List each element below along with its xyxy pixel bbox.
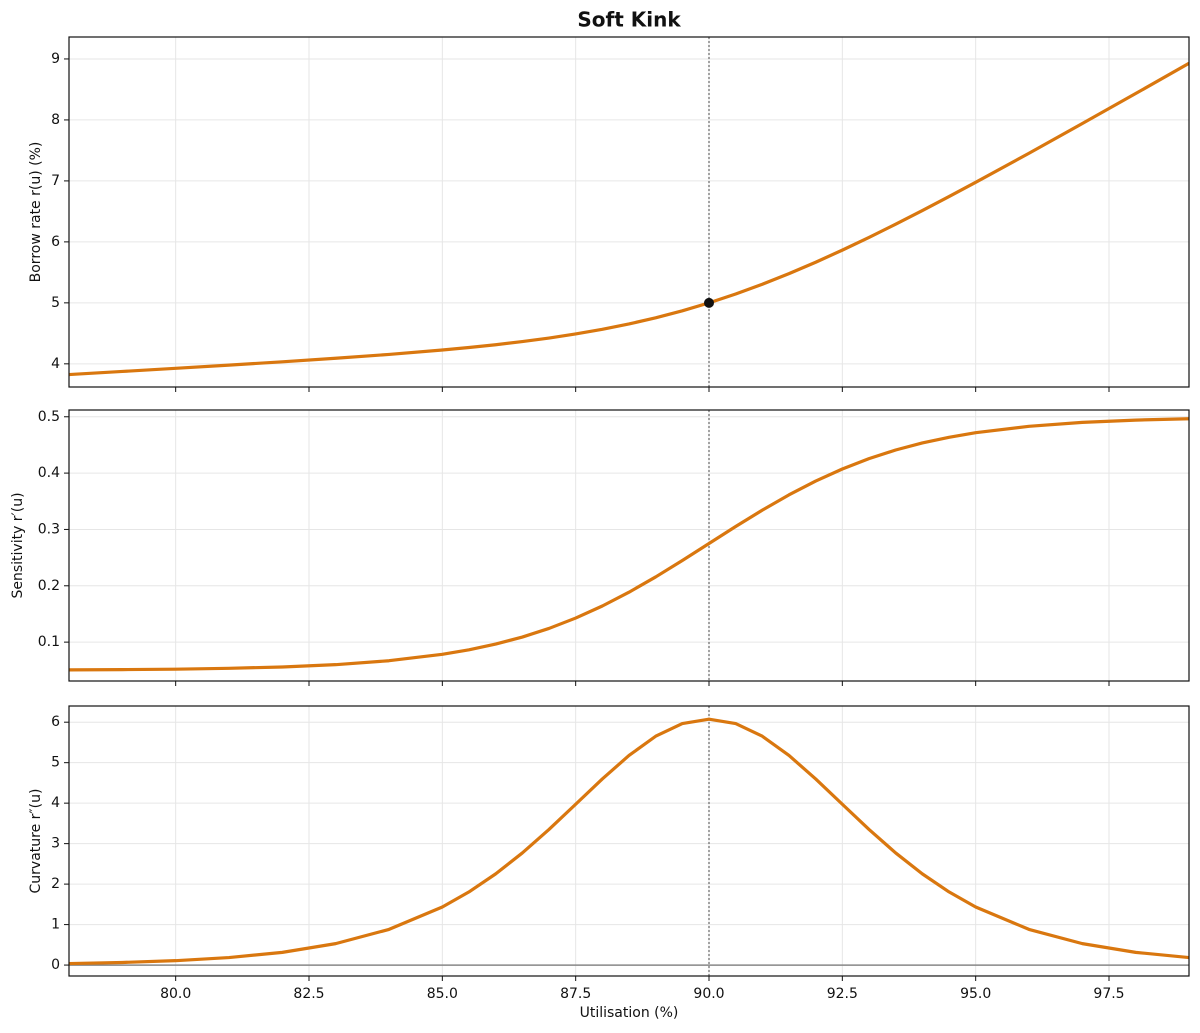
x-tick-label: 95.0 bbox=[960, 986, 991, 1002]
line-series bbox=[69, 61, 1189, 377]
y-tick-label: 0.1 bbox=[38, 634, 60, 650]
y-tick-label: 0.5 bbox=[38, 409, 60, 425]
y-tick-label: 5 bbox=[51, 755, 60, 771]
x-tick-label: 85.0 bbox=[427, 986, 458, 1002]
axes-frame bbox=[68, 409, 1190, 682]
y-tick-label: 5 bbox=[51, 295, 60, 311]
y-tick-label: 1 bbox=[51, 917, 60, 933]
y-tick-label: 9 bbox=[51, 51, 60, 67]
axes-frame bbox=[68, 36, 1190, 388]
y-tick-label: 3 bbox=[51, 836, 60, 852]
y-tick-label: 6 bbox=[51, 234, 60, 250]
x-tick-label: 92.5 bbox=[827, 986, 858, 1002]
line-series bbox=[69, 717, 1189, 966]
x-tick-label: 82.5 bbox=[293, 986, 324, 1002]
y-axis-label: Curvature r″(u) bbox=[28, 789, 44, 894]
line-series bbox=[69, 417, 1189, 672]
y-tick-label: 0.3 bbox=[38, 521, 60, 537]
y-tick-label: 2 bbox=[51, 876, 60, 892]
marker-point bbox=[704, 297, 714, 308]
y-axis-label: Sensitivity r′(u) bbox=[10, 492, 26, 598]
figure-title: Soft Kink bbox=[577, 8, 681, 32]
y-tick-label: 6 bbox=[51, 714, 60, 730]
y-tick-label: 8 bbox=[51, 112, 60, 128]
y-tick-label: 0.2 bbox=[38, 578, 60, 594]
axes-frame bbox=[68, 705, 1190, 977]
y-tick-label: 4 bbox=[51, 795, 60, 811]
y-tick-label: 4 bbox=[51, 356, 60, 372]
y-axis-label: Borrow rate r(u) (%) bbox=[28, 142, 44, 283]
x-tick-label: 80.0 bbox=[160, 986, 191, 1002]
x-tick-label: 90.0 bbox=[693, 986, 724, 1002]
y-tick-label: 0 bbox=[51, 957, 60, 973]
y-tick-label: 7 bbox=[51, 173, 60, 189]
y-tick-label: 0.4 bbox=[38, 465, 60, 481]
x-tick-label: 87.5 bbox=[560, 986, 591, 1002]
x-axis-label: Utilisation (%) bbox=[580, 1005, 679, 1021]
x-tick-label: 97.5 bbox=[1093, 986, 1124, 1002]
